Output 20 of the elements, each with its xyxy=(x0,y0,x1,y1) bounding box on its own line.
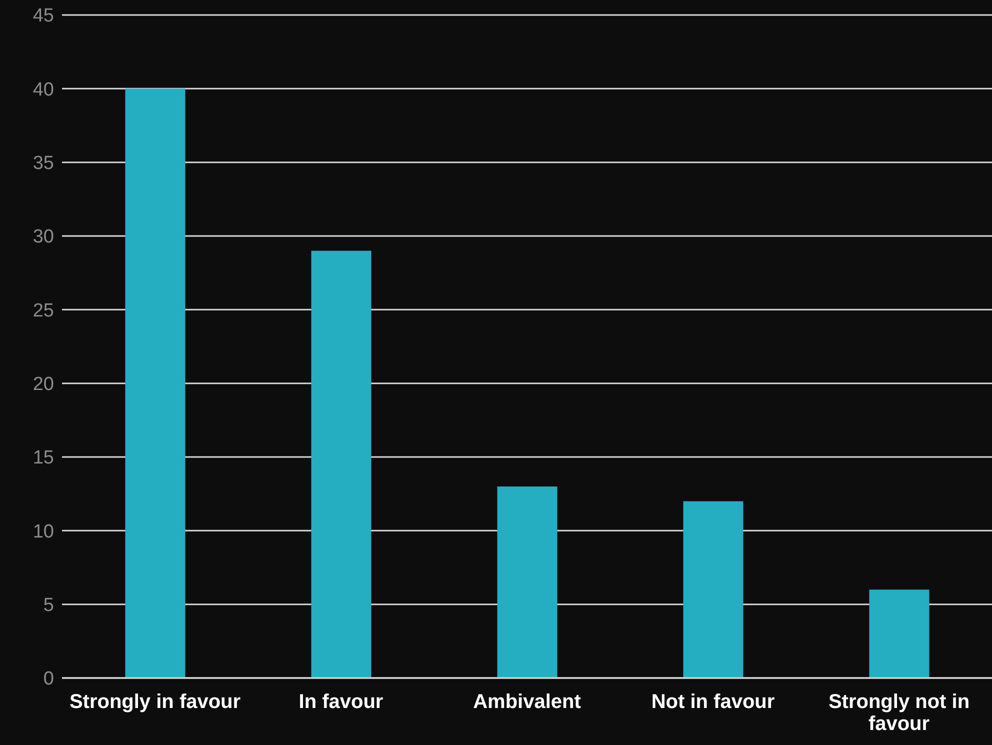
bar xyxy=(497,486,558,678)
x-tick-label: In favour xyxy=(298,691,384,713)
bar xyxy=(311,250,372,678)
x-tick-label: Strongly in favour xyxy=(69,691,241,713)
y-tick-label: 45 xyxy=(32,6,54,27)
bar xyxy=(125,88,186,678)
x-tick-label: Ambivalent xyxy=(473,691,582,713)
y-tick-label: 35 xyxy=(32,153,54,174)
y-tick-label: 20 xyxy=(32,374,54,396)
y-tick-label: 40 xyxy=(32,79,54,100)
x-tick-label: Strongly not in favour xyxy=(828,691,970,735)
y-tick-label: 5 xyxy=(43,595,54,616)
y-tick-label: 15 xyxy=(32,448,54,469)
x-tick-label: Not in favour xyxy=(651,691,775,713)
y-tick-label: 25 xyxy=(32,300,54,322)
y-tick-label: 10 xyxy=(32,521,54,542)
bar xyxy=(683,501,744,678)
bar xyxy=(869,590,930,678)
y-tick-label: 0 xyxy=(43,668,54,690)
y-tick-label: 30 xyxy=(32,226,54,248)
